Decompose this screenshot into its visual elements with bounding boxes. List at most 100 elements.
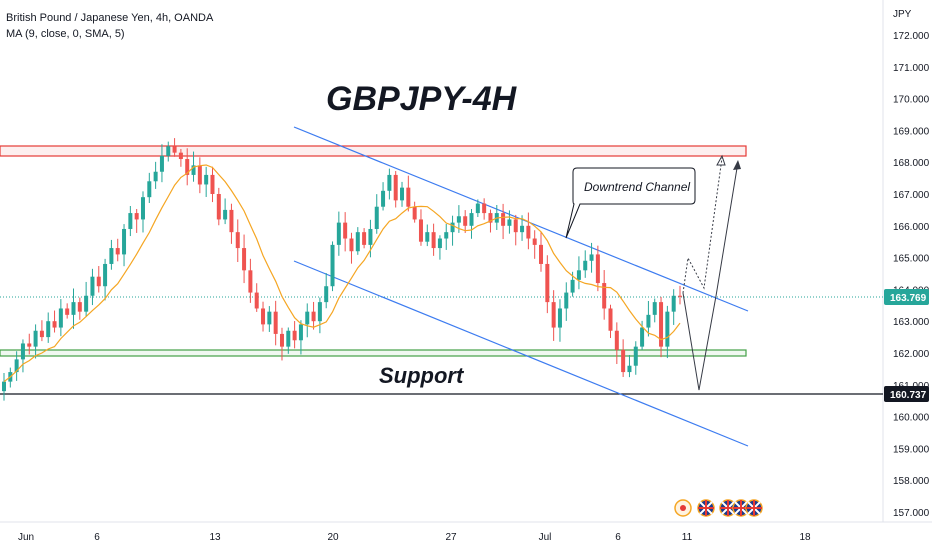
candle-body <box>570 279 575 293</box>
candle-body <box>2 381 6 392</box>
candle-body <box>109 248 114 264</box>
candle-body <box>330 244 335 287</box>
candle-body <box>507 219 512 226</box>
candle-body <box>545 263 550 303</box>
downtrend-channel-label: Downtrend Channel <box>584 180 690 194</box>
chart-title: GBPJPY-4H <box>326 80 518 118</box>
time-axis[interactable]: Jun 6 13 20 27 Jul 6 11 18 <box>18 532 811 543</box>
candle-body <box>488 213 493 223</box>
current-price-badge-text: 163.769 <box>890 293 927 304</box>
candle-body <box>336 222 341 245</box>
candle-body <box>254 292 259 309</box>
time-axis-tick: 11 <box>682 532 693 543</box>
candle-body <box>27 343 32 347</box>
candle-body <box>640 327 645 347</box>
price-axis-unit: JPY <box>893 9 912 20</box>
economic-events[interactable] <box>674 499 763 517</box>
candle-body <box>292 330 297 341</box>
candle-body <box>475 203 480 214</box>
candle-body <box>431 232 436 249</box>
projection-solid-path[interactable] <box>682 161 739 391</box>
candle-body <box>425 232 430 242</box>
candle-body <box>305 311 310 325</box>
candle-body <box>14 359 19 373</box>
candle-body <box>58 308 63 328</box>
candle-body <box>526 225 531 239</box>
candle-body <box>576 270 581 280</box>
candle-body <box>166 146 171 156</box>
candle-body <box>216 194 221 220</box>
candle-body <box>311 311 316 322</box>
candle-body <box>147 181 152 198</box>
candle-body <box>65 308 70 315</box>
candle-body <box>20 343 25 360</box>
candle-body <box>621 349 626 373</box>
candle-body <box>602 283 607 309</box>
candle-body <box>229 209 234 233</box>
candle-body <box>678 295 682 297</box>
support-zone[interactable] <box>0 349 747 357</box>
candle-body <box>614 330 619 350</box>
candle-body <box>665 311 670 347</box>
candle-body <box>242 248 247 271</box>
time-axis-tick: 20 <box>327 532 339 543</box>
price-axis-tick: 172.000 <box>893 31 930 42</box>
candle-body <box>659 302 664 347</box>
candle-body <box>393 174 398 201</box>
price-axis-tick: 167.000 <box>893 190 930 201</box>
candle-body <box>134 213 139 220</box>
candle-body <box>84 295 89 312</box>
candle-body <box>646 314 651 328</box>
candle-body <box>539 244 544 264</box>
event-red-dot-icon[interactable] <box>674 499 692 517</box>
candle-body <box>279 333 284 347</box>
candle-body <box>248 270 253 293</box>
candle-body <box>595 254 600 284</box>
candle-body <box>368 228 373 245</box>
candle-body <box>122 228 127 255</box>
event-uk-flag-icon[interactable] <box>719 499 737 517</box>
ma-line <box>3 164 681 383</box>
candle-body <box>178 152 183 160</box>
chart-legend[interactable]: British Pound / Japanese Yen, 4h, OANDA … <box>6 10 213 42</box>
candle-body <box>153 171 158 182</box>
candle-body <box>204 174 209 185</box>
candle-body <box>324 286 329 303</box>
candle-body <box>115 248 120 255</box>
projection-dotted-arrowhead <box>716 154 726 166</box>
candle-body <box>128 213 133 229</box>
candle-body <box>374 206 379 229</box>
time-axis-tick: Jul <box>539 532 552 543</box>
candle-body <box>608 308 613 331</box>
candle-body <box>532 238 537 245</box>
event-uk-flag-icon[interactable] <box>697 499 715 517</box>
price-axis-tick: 160.000 <box>893 413 930 424</box>
candle-body <box>381 190 386 207</box>
candle-body <box>197 165 202 185</box>
projection-dotted-path[interactable] <box>682 157 723 294</box>
indicator-label[interactable]: MA (9, close, 0, SMA, 5) <box>6 28 125 40</box>
price-axis-tick: 168.000 <box>893 158 930 169</box>
candle-body <box>513 219 518 233</box>
downtrend-channel-callout[interactable]: Downtrend Channel <box>565 167 696 239</box>
price-axis[interactable]: JPY 172.000 171.000 170.000 169.000 168.000 1… <box>893 9 930 519</box>
resistance-zone[interactable] <box>0 145 747 157</box>
candle-body <box>185 159 190 175</box>
event-uk-flag-icon[interactable] <box>745 499 763 517</box>
price-axis-tick: 157.000 <box>893 508 930 519</box>
support-label: Support <box>379 363 465 388</box>
candle-body <box>551 302 556 328</box>
candle-body <box>557 308 562 328</box>
channel-lower-line[interactable] <box>293 260 749 447</box>
price-axis-tick: 163.000 <box>893 317 930 328</box>
candle-body <box>463 216 468 226</box>
candle-body <box>273 311 278 334</box>
price-axis-tick: 171.000 <box>893 63 930 74</box>
candle-body <box>482 203 487 214</box>
time-axis-tick: 13 <box>209 532 221 543</box>
candle-body <box>298 324 303 341</box>
symbol-title[interactable]: British Pound / Japanese Yen, 4h, OANDA <box>6 12 214 24</box>
time-axis-tick: Jun <box>18 532 34 543</box>
price-axis-tick: 162.000 <box>893 349 930 360</box>
